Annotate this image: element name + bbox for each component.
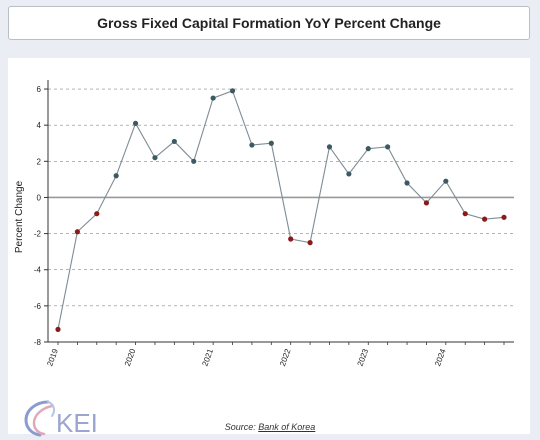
data-point bbox=[482, 216, 488, 222]
chart-title: Gross Fixed Capital Formation YoY Percen… bbox=[97, 15, 441, 31]
y-tick-label: -4 bbox=[34, 266, 42, 275]
data-point bbox=[443, 178, 449, 184]
kei-logo-text: KEI bbox=[56, 408, 98, 438]
x-tick-label: 2021 bbox=[200, 347, 215, 367]
data-point bbox=[94, 211, 100, 217]
data-point bbox=[404, 180, 410, 186]
x-tick-label: 2024 bbox=[433, 347, 448, 367]
plot-area: -8 -6 -4 -2 0 2 4 6 2019 2020 2021 2022 2023 2024 Perc… bbox=[8, 58, 530, 434]
y-tick-label: 0 bbox=[37, 193, 42, 202]
x-tick-label: 2020 bbox=[123, 347, 138, 367]
x-tick-label: 2023 bbox=[356, 347, 371, 367]
data-point bbox=[423, 200, 430, 206]
data-point bbox=[152, 155, 158, 161]
kei-logo: KEI bbox=[24, 400, 98, 438]
data-point bbox=[191, 158, 197, 164]
data-point bbox=[501, 214, 507, 220]
x-tick-label: 2019 bbox=[45, 347, 60, 367]
data-point bbox=[171, 138, 177, 145]
y-tick-label: -6 bbox=[34, 302, 42, 311]
data-point bbox=[307, 240, 313, 246]
data-point bbox=[132, 120, 139, 126]
y-tick-label: -8 bbox=[34, 338, 42, 347]
y-tick-label: 4 bbox=[37, 121, 42, 130]
source-link[interactable]: Bank of Korea bbox=[258, 422, 316, 432]
line-chart: -8 -6 -4 -2 0 2 4 6 2019 2020 2021 2022 2023 2024 Perc… bbox=[14, 80, 514, 367]
y-tick-label: 2 bbox=[37, 157, 42, 166]
chart-title-box: Gross Fixed Capital Formation YoY Percen… bbox=[8, 6, 530, 40]
data-point bbox=[288, 236, 294, 242]
data-point bbox=[55, 326, 61, 332]
y-axis-label: Percent Change bbox=[14, 180, 25, 253]
data-point bbox=[74, 229, 80, 235]
source-note: Source: Bank of Korea bbox=[0, 422, 540, 432]
data-point bbox=[326, 144, 333, 150]
y-tick-label: 6 bbox=[37, 85, 42, 94]
data-point bbox=[462, 211, 468, 217]
data-point bbox=[229, 88, 236, 94]
y-tick-label: -2 bbox=[34, 230, 42, 239]
data-point bbox=[346, 171, 352, 177]
data-point bbox=[385, 144, 391, 150]
data-point bbox=[249, 142, 255, 148]
source-prefix: Source: bbox=[224, 422, 259, 432]
data-point bbox=[268, 140, 274, 146]
data-point bbox=[210, 95, 216, 101]
data-point bbox=[365, 146, 371, 152]
series-line bbox=[57, 90, 505, 330]
x-tick-label: 2022 bbox=[278, 347, 293, 367]
data-point bbox=[113, 173, 119, 179]
